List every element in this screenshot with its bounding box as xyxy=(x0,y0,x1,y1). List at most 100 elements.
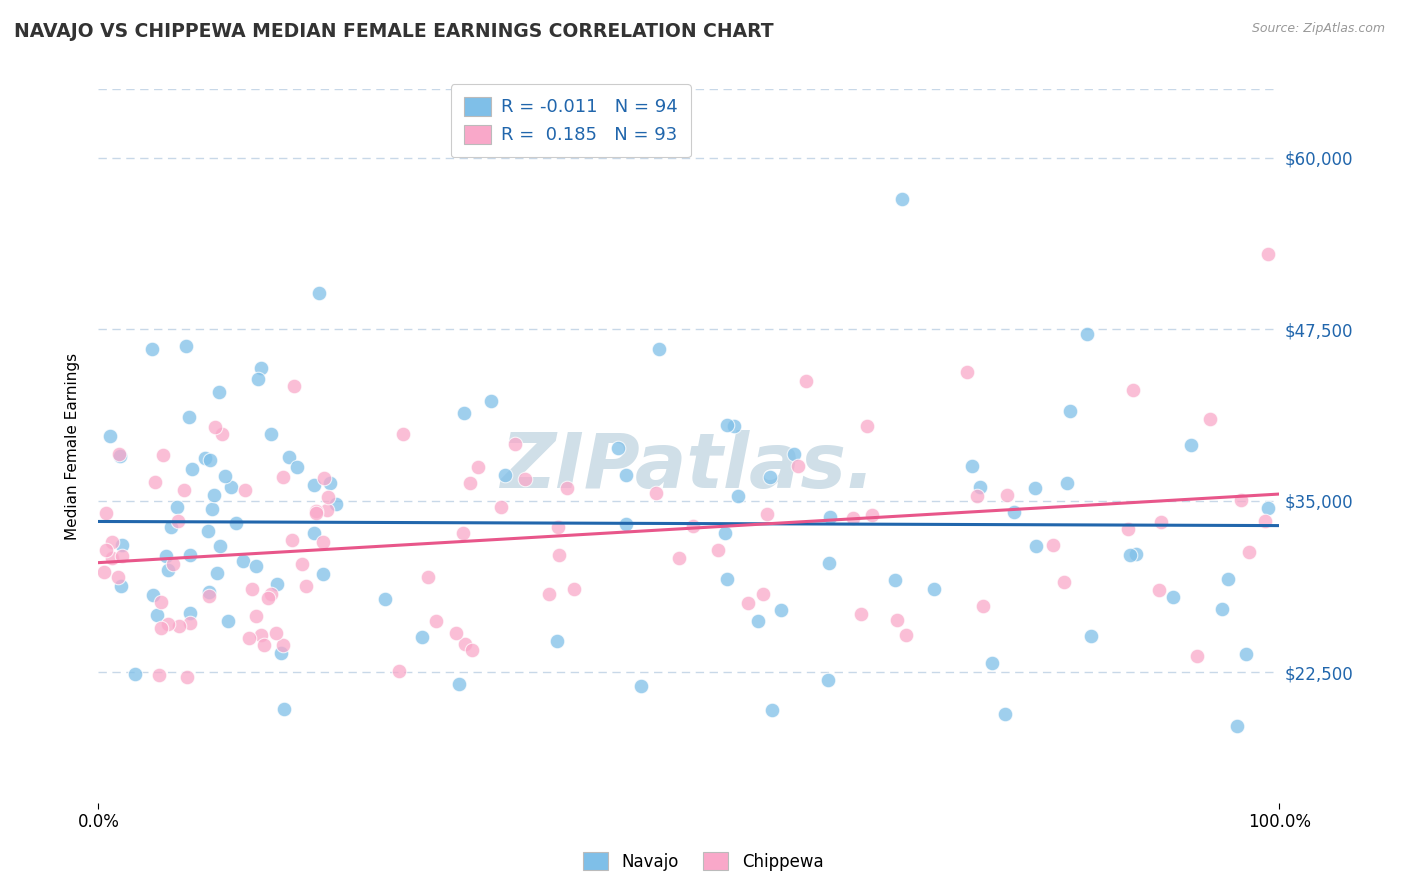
Point xyxy=(555,481,578,495)
Point xyxy=(1254,514,1277,528)
Point xyxy=(266,577,288,591)
Point xyxy=(155,549,177,564)
Point xyxy=(225,516,247,531)
Point xyxy=(460,643,482,657)
Point xyxy=(782,447,804,461)
Point xyxy=(260,426,283,441)
Point xyxy=(860,508,883,523)
Point xyxy=(314,471,336,485)
Point xyxy=(817,556,839,570)
Y-axis label: Median Female Earnings: Median Female Earnings xyxy=(65,352,80,540)
Point xyxy=(894,628,917,642)
Point xyxy=(1025,539,1047,553)
Point xyxy=(682,518,704,533)
Point xyxy=(107,570,129,584)
Point xyxy=(747,614,769,628)
Point xyxy=(233,483,256,498)
Point xyxy=(1198,412,1220,426)
Point xyxy=(856,418,879,433)
Point xyxy=(922,582,945,596)
Text: NAVAJO VS CHIPPEWA MEDIAN FEMALE EARNINGS CORRELATION CHART: NAVAJO VS CHIPPEWA MEDIAN FEMALE EARNING… xyxy=(14,22,773,41)
Point xyxy=(886,613,908,627)
Point xyxy=(141,342,163,356)
Point xyxy=(1161,591,1184,605)
Point xyxy=(546,634,568,648)
Point xyxy=(250,628,273,642)
Point xyxy=(562,582,585,597)
Point xyxy=(548,548,571,562)
Point xyxy=(1180,438,1202,452)
Point xyxy=(100,534,122,549)
Point xyxy=(716,572,738,586)
Point xyxy=(995,488,1018,502)
Point xyxy=(110,579,132,593)
Point xyxy=(232,554,254,568)
Point xyxy=(207,566,229,580)
Point xyxy=(1257,500,1279,515)
Point xyxy=(547,519,569,533)
Point xyxy=(648,342,671,356)
Point xyxy=(416,570,439,584)
Point xyxy=(219,480,242,494)
Point xyxy=(152,449,174,463)
Point xyxy=(315,503,337,517)
Point xyxy=(174,339,197,353)
Point xyxy=(98,429,121,443)
Point xyxy=(446,626,468,640)
Legend: Navajo, Chippewa: Navajo, Chippewa xyxy=(574,844,832,880)
Point xyxy=(264,625,287,640)
Point xyxy=(756,507,779,521)
Point xyxy=(108,449,131,463)
Point xyxy=(197,585,219,599)
Point xyxy=(208,539,231,553)
Point xyxy=(714,526,737,541)
Point xyxy=(1125,547,1147,561)
Point xyxy=(727,490,749,504)
Point xyxy=(124,667,146,681)
Point xyxy=(179,606,201,620)
Point xyxy=(283,379,305,393)
Point xyxy=(737,596,759,610)
Point xyxy=(1059,404,1081,418)
Point xyxy=(841,510,863,524)
Point xyxy=(1118,548,1140,562)
Point xyxy=(849,607,872,621)
Point xyxy=(291,557,314,571)
Point xyxy=(1257,247,1279,261)
Point xyxy=(537,587,560,601)
Point xyxy=(96,507,118,521)
Point xyxy=(447,676,470,690)
Point xyxy=(794,374,817,388)
Point xyxy=(1187,648,1209,663)
Point xyxy=(111,538,134,552)
Point xyxy=(157,616,180,631)
Point xyxy=(208,385,231,400)
Point xyxy=(197,590,219,604)
Point xyxy=(411,630,433,644)
Point xyxy=(167,619,190,633)
Point xyxy=(994,707,1017,722)
Point xyxy=(312,567,335,582)
Point xyxy=(607,441,630,455)
Point xyxy=(96,543,118,558)
Point xyxy=(181,462,204,476)
Point xyxy=(458,476,481,491)
Point xyxy=(392,426,415,441)
Point xyxy=(312,534,335,549)
Point xyxy=(173,483,195,498)
Point xyxy=(176,670,198,684)
Point xyxy=(883,573,905,587)
Point xyxy=(1216,572,1239,586)
Point xyxy=(645,486,668,500)
Point xyxy=(111,549,134,563)
Point xyxy=(453,526,475,541)
Point xyxy=(761,703,783,717)
Point xyxy=(245,608,267,623)
Point xyxy=(388,665,411,679)
Point xyxy=(150,595,173,609)
Point xyxy=(294,579,316,593)
Point xyxy=(1042,538,1064,552)
Point xyxy=(194,451,217,466)
Point xyxy=(981,656,1004,670)
Point xyxy=(253,638,276,652)
